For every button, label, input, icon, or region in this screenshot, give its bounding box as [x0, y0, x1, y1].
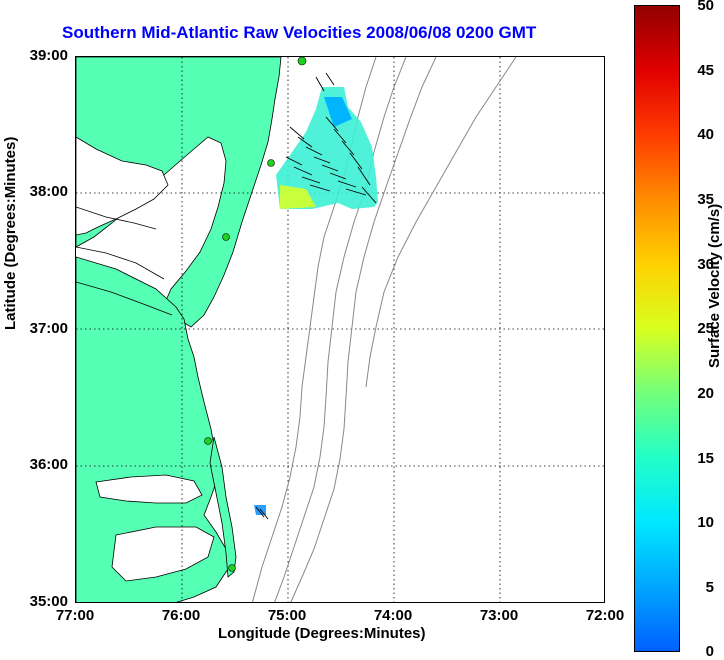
x-axis-label: Longitude (Degrees:Minutes) [218, 625, 426, 642]
cbar-tick-45: 45 [697, 62, 714, 79]
cbar-tick-25: 25 [697, 320, 714, 337]
cbar-tick-5: 5 [705, 579, 714, 596]
x-tick-72: 72:00 [585, 607, 625, 624]
velocity-patch-low [324, 97, 352, 127]
isolated-patch [254, 505, 266, 515]
map-plot-area[interactable] [75, 56, 605, 603]
velocity-patch-high [280, 185, 316, 209]
bathymetry-contours [252, 57, 517, 602]
x-tick-77: 77:00 [55, 607, 95, 624]
cbar-tick-35: 35 [697, 191, 714, 208]
map-title: Southern Mid-Atlantic Raw Velocities 200… [62, 23, 537, 42]
york-river [76, 281, 173, 316]
x-tick-75: 75:00 [267, 607, 307, 624]
y-tick-37: 37:00 [29, 320, 68, 337]
albemarle-sound [95, 474, 203, 504]
velocity-field [276, 87, 378, 209]
colorbar-label: Surface Velocity (cm/s) [706, 203, 723, 368]
y-tick-38: 38:00 [29, 183, 68, 200]
velocity-vectors [255, 72, 377, 520]
y-axis-label: Latitude (Degrees:Minutes) [2, 136, 19, 330]
x-tick-76: 76:00 [161, 607, 201, 624]
cbar-tick-0: 0 [705, 643, 714, 660]
chesapeake-bay [76, 136, 169, 236]
y-tick-35: 35:00 [29, 593, 68, 610]
grid-lines [76, 57, 604, 602]
map-canvas [76, 57, 604, 602]
pamlico-sound [111, 526, 215, 582]
potomac-river [76, 206, 157, 230]
x-tick-73: 73:00 [479, 607, 519, 624]
radar-stations [204, 57, 307, 572]
cbar-tick-40: 40 [697, 126, 714, 143]
y-tick-36: 36:00 [29, 456, 68, 473]
cbar-tick-50: 50 [697, 0, 714, 14]
cbar-tick-10: 10 [697, 514, 714, 531]
rappahannock-river [76, 246, 165, 280]
velocity-colorbar [634, 5, 680, 652]
y-tick-39: 39:00 [29, 47, 68, 64]
cbar-tick-20: 20 [697, 385, 714, 402]
outer-banks [209, 436, 237, 578]
cbar-tick-15: 15 [697, 450, 714, 467]
x-tick-74: 74:00 [373, 607, 413, 624]
cbar-tick-30: 30 [697, 256, 714, 273]
